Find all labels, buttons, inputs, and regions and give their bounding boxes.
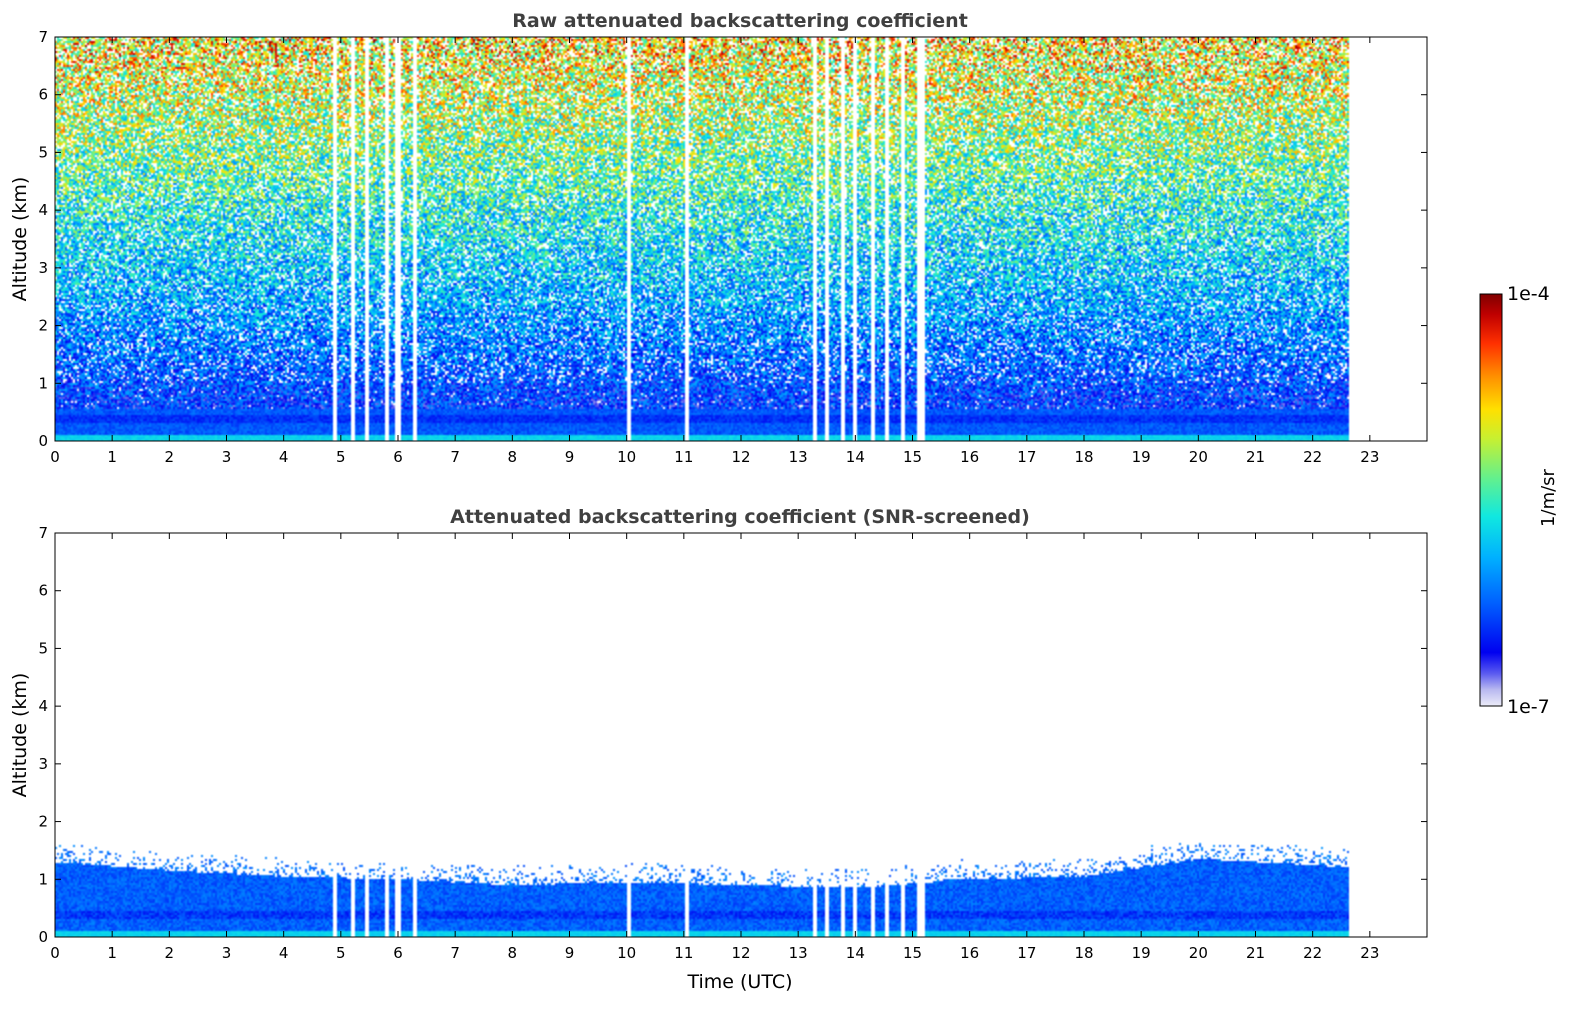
y-tick-label: 5 xyxy=(38,143,48,161)
y-tick-label: 3 xyxy=(38,755,48,773)
y-tick-label: 2 xyxy=(38,317,48,335)
x-tick-label: 20 xyxy=(1189,448,1208,466)
x-tick-label: 9 xyxy=(565,448,575,466)
raw-backscatter-panel: Raw attenuated backscattering coefficien… xyxy=(9,10,1428,466)
y-tick-label: 5 xyxy=(38,639,48,657)
x-tick-label: 19 xyxy=(1132,944,1151,962)
x-tick-label: 15 xyxy=(903,944,922,962)
y-tick-label: 7 xyxy=(38,524,48,542)
colorbar-frame xyxy=(1479,293,1503,707)
x-tick-label: 13 xyxy=(789,944,808,962)
panel-2-ticks: 0 1 2 3 4 5 6 7 8 9 10 11 12 13 14 15 16 17 18 19 20 21 22 2301… xyxy=(38,524,1427,962)
x-tick-label: 16 xyxy=(960,944,979,962)
panel-2-ylabel: Altitude (km) xyxy=(9,673,31,798)
x-tick-label: 11 xyxy=(674,448,693,466)
colorbar-unit-label: 1/m/sr xyxy=(1538,468,1559,526)
y-tick-label: 1 xyxy=(38,870,48,888)
x-tick-label: 12 xyxy=(731,944,750,962)
y-tick-label: 0 xyxy=(38,432,48,450)
x-tick-label: 7 xyxy=(450,448,460,466)
y-tick-label: 4 xyxy=(38,697,48,715)
panel-2-xlabel: Time (UTC) xyxy=(686,971,792,993)
x-tick-label: 7 xyxy=(450,944,460,962)
x-tick-label: 22 xyxy=(1303,944,1322,962)
x-tick-label: 4 xyxy=(279,448,289,466)
x-tick-label: 10 xyxy=(617,448,636,466)
x-tick-label: 12 xyxy=(731,448,750,466)
panel-1-ylabel: Altitude (km) xyxy=(9,177,31,302)
y-tick-label: 1 xyxy=(38,374,48,392)
y-tick-label: 4 xyxy=(38,201,48,219)
snr-screened-panel: Attenuated backscattering coefficient (S… xyxy=(9,506,1428,993)
x-tick-label: 14 xyxy=(846,944,865,962)
x-tick-label: 17 xyxy=(1017,448,1036,466)
x-tick-label: 16 xyxy=(960,448,979,466)
panel-2-title: Attenuated backscattering coefficient (S… xyxy=(450,506,1030,528)
y-tick-label: 6 xyxy=(38,86,48,104)
x-tick-label: 1 xyxy=(107,448,117,466)
x-tick-label: 0 xyxy=(50,944,60,962)
y-tick-label: 7 xyxy=(38,28,48,46)
x-tick-label: 13 xyxy=(789,448,808,466)
y-tick-label: 0 xyxy=(38,928,48,946)
x-tick-label: 22 xyxy=(1303,448,1322,466)
x-tick-label: 5 xyxy=(336,448,346,466)
colorbar-max-label: 1e-4 xyxy=(1507,283,1550,305)
x-tick-label: 2 xyxy=(165,944,175,962)
x-tick-label: 6 xyxy=(393,944,403,962)
x-tick-label: 8 xyxy=(508,944,518,962)
colorbar-min-label: 1e-7 xyxy=(1507,696,1550,718)
y-tick-label: 6 xyxy=(38,582,48,600)
x-tick-label: 3 xyxy=(222,944,232,962)
x-tick-label: 20 xyxy=(1189,944,1208,962)
colorbar-gradient xyxy=(1480,294,1502,706)
x-tick-label: 4 xyxy=(279,944,289,962)
y-tick-label: 3 xyxy=(38,259,48,277)
x-tick-label: 14 xyxy=(846,448,865,466)
snr-screened-heatmap xyxy=(55,533,1427,937)
y-tick-label: 2 xyxy=(38,813,48,831)
x-tick-label: 8 xyxy=(508,448,518,466)
x-tick-label: 9 xyxy=(565,944,575,962)
panel-1-ticks: 0 1 2 3 4 5 6 7 8 9 10 11 12 13 14 15 16 17 18 19 20 21 22 2301… xyxy=(38,28,1427,466)
x-tick-label: 18 xyxy=(1074,448,1093,466)
x-tick-label: 3 xyxy=(222,448,232,466)
colorbar: 1e-4 1e-7 1/m/sr xyxy=(1479,283,1559,718)
x-tick-label: 19 xyxy=(1132,448,1151,466)
x-tick-label: 15 xyxy=(903,448,922,466)
x-tick-label: 10 xyxy=(617,944,636,962)
x-tick-label: 2 xyxy=(165,448,175,466)
x-tick-label: 21 xyxy=(1246,944,1265,962)
x-tick-label: 23 xyxy=(1360,448,1379,466)
x-tick-label: 23 xyxy=(1360,944,1379,962)
x-tick-label: 1 xyxy=(107,944,117,962)
x-tick-label: 18 xyxy=(1074,944,1093,962)
x-tick-label: 0 xyxy=(50,448,60,466)
panel-1-title: Raw attenuated backscattering coefficien… xyxy=(512,10,968,32)
x-tick-label: 6 xyxy=(393,448,403,466)
x-tick-label: 17 xyxy=(1017,944,1036,962)
x-tick-label: 11 xyxy=(674,944,693,962)
x-tick-label: 5 xyxy=(336,944,346,962)
x-tick-label: 21 xyxy=(1246,448,1265,466)
raw-backscatter-heatmap xyxy=(55,37,1427,441)
